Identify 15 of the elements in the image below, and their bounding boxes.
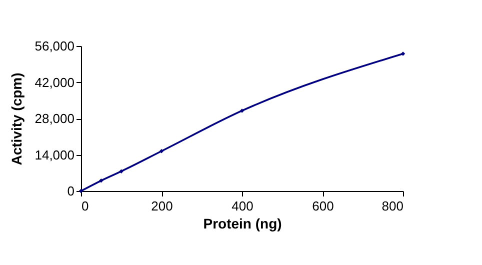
x-tick-label: 400 (232, 198, 254, 214)
y-tick-label: 0 (67, 184, 74, 198)
x-tick-label: 600 (312, 198, 334, 214)
y-tick-label: 56,000 (34, 38, 74, 54)
y-tick-label: 14,000 (34, 147, 74, 162)
y-tick-label: 28,000 (34, 111, 74, 126)
x-axis-title: Protein (ng) (203, 216, 282, 232)
x-tick-label: 0 (82, 198, 89, 214)
point (99, 178, 104, 183)
point (78, 188, 84, 194)
y-tick-label: 42,000 (34, 74, 74, 90)
point (119, 169, 124, 174)
x-tick-label: 800 (382, 198, 404, 214)
x-tick-label: 200 (151, 198, 173, 214)
y-axis-title: Activity (cpm) (8, 72, 25, 166)
